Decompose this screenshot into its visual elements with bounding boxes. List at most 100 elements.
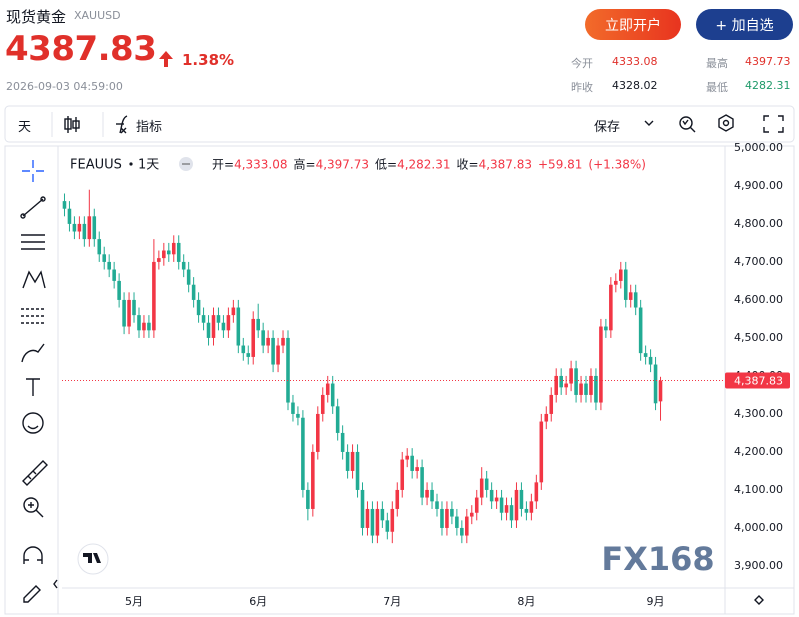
candle-body	[380, 508, 385, 521]
candle-body	[544, 413, 549, 422]
candle-body	[201, 315, 206, 323]
candle-body	[430, 489, 434, 502]
instrument-name: 现货黄金	[6, 8, 67, 26]
candle-icon[interactable]	[64, 116, 80, 133]
stat-value: 4328.02	[612, 79, 658, 92]
candle-body	[465, 516, 469, 536]
candle-body	[564, 383, 568, 388]
candle-body	[186, 269, 191, 285]
instrument-code: XAUUSD	[74, 9, 121, 22]
candle-body	[301, 417, 305, 490]
save-button[interactable]: 保存	[594, 120, 621, 135]
candle-body	[524, 508, 529, 513]
candle-body	[147, 322, 151, 331]
x-tick-label: 7月	[383, 595, 401, 608]
candle-body	[519, 489, 524, 509]
candle-body	[628, 292, 633, 300]
fullscreen-icon[interactable]	[763, 115, 784, 133]
candle-body	[643, 353, 648, 357]
candle-body	[171, 242, 176, 255]
candle-body	[574, 368, 578, 395]
candle-body	[62, 201, 67, 209]
candle-body	[221, 322, 226, 331]
candle-body	[400, 459, 405, 490]
candle-body	[311, 451, 315, 509]
y-tick-label: 4,500.00	[734, 331, 783, 344]
candle-body	[176, 242, 181, 262]
candle-body	[604, 326, 608, 331]
candle-body	[395, 489, 400, 509]
candle-body	[370, 508, 375, 536]
candle-body	[440, 508, 444, 528]
stat-label: 昨收	[571, 81, 593, 94]
x-tick-label: 6月	[249, 595, 267, 608]
candle-body	[614, 280, 618, 285]
candle-body	[306, 489, 310, 509]
candle-body	[589, 375, 593, 395]
candle-body	[385, 520, 390, 532]
drawing-tools[interactable]	[20, 160, 48, 603]
candle-body	[469, 512, 474, 517]
save-chevron[interactable]	[644, 120, 654, 126]
open-account-button[interactable]: 立即开户	[585, 9, 681, 40]
candle-body	[251, 318, 256, 357]
candle-body	[549, 394, 554, 414]
candle-body	[271, 337, 275, 365]
candle-body	[405, 455, 409, 460]
interval-button[interactable]: 天	[18, 120, 32, 135]
candle-body	[231, 307, 236, 316]
candle-body	[82, 223, 87, 240]
candle-body	[539, 421, 544, 483]
candle-body	[633, 292, 638, 308]
candle-body	[584, 383, 588, 395]
candle-body	[122, 299, 126, 327]
y-tick-label: 4,700.00	[734, 255, 783, 268]
watermark: FX168	[601, 540, 714, 578]
candle-body	[127, 299, 131, 327]
settings-icon[interactable]	[718, 114, 734, 132]
candle-body	[658, 380, 663, 402]
stat-label: 今开	[571, 57, 593, 70]
watchlist-button[interactable]: + 加自选	[696, 9, 793, 40]
axis-settings[interactable]	[754, 595, 764, 605]
legend-text: 4,387.83	[479, 158, 532, 172]
candle-body	[450, 508, 454, 517]
indicators-button[interactable]: 指标	[136, 120, 163, 135]
collapse-arrow[interactable]	[53, 579, 58, 589]
candle-body	[499, 497, 504, 513]
fx-icon[interactable]	[116, 115, 128, 134]
stat-value: 4282.31	[745, 79, 791, 92]
candle-body	[296, 413, 300, 418]
candle-body	[599, 326, 603, 403]
candle-body	[316, 413, 320, 452]
legend-text: 4,333.08	[234, 158, 287, 172]
y-tick-label: 4,100.00	[734, 483, 783, 496]
alert-icon[interactable]	[679, 116, 696, 133]
candle-body	[246, 353, 251, 357]
legend-text: 4,397.73	[316, 158, 369, 172]
candle-body	[211, 315, 216, 338]
candle-body	[320, 394, 325, 414]
candle-body	[360, 489, 365, 528]
candle-body	[569, 368, 573, 384]
timestamp: 2026-09-03 04:59:00	[6, 80, 123, 93]
candle-body	[479, 478, 484, 498]
candle-body	[489, 489, 494, 502]
candle-body	[181, 261, 186, 270]
change: 1.38%	[182, 51, 235, 69]
stat-value: 4333.08	[612, 55, 658, 68]
candle-body	[484, 478, 489, 490]
up-arrow	[159, 51, 173, 67]
legend-text: 4,282.31	[397, 158, 450, 172]
legend-separator	[129, 162, 133, 166]
candle-body	[77, 223, 82, 232]
candle-body	[142, 322, 146, 331]
candle-body	[196, 299, 201, 316]
candle-body	[474, 497, 479, 513]
candle-body	[117, 280, 121, 300]
candle-body	[460, 527, 464, 536]
candle-body	[375, 508, 380, 536]
